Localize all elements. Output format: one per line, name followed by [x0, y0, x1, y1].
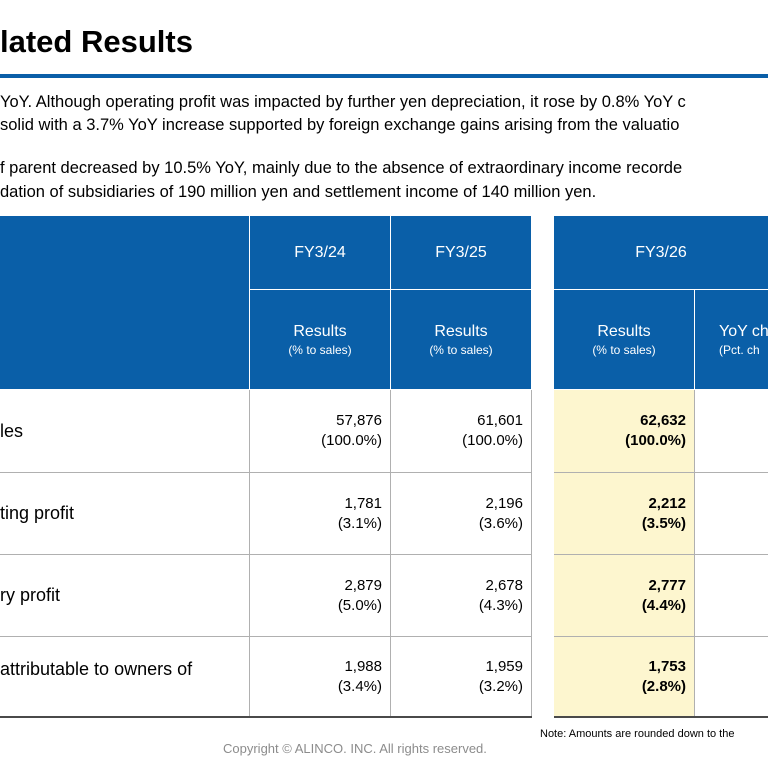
header-label-cell [0, 216, 249, 389]
cell-fy26-net-sales: 62,632 (100.0%) [554, 390, 695, 473]
summary-line-2: solid with a 3.7% YoY increase supported… [0, 116, 680, 134]
value: 1,988 [344, 657, 382, 675]
page-title: lated Results [0, 24, 193, 59]
summary-line-3: f parent decreased by 10.5% YoY, mainly … [0, 159, 683, 177]
value: 62,632 [640, 412, 686, 429]
row-label-ordinary-profit: ry profit [0, 555, 250, 637]
row-label-profit-attributable: attributable to owners of [0, 637, 250, 717]
pct: (3.2%) [478, 677, 523, 695]
cell-yoy-profit-attributable [695, 637, 768, 717]
pct-to-sales-label: (% to sales) [592, 342, 656, 357]
title-underline [0, 74, 768, 78]
header-fy26: FY3/26 [554, 216, 768, 289]
pct: (3.4%) [337, 677, 382, 695]
value: 2,196 [485, 494, 523, 512]
header-fy25: FY3/25 [391, 216, 531, 289]
header-fy26-results: Results (% to sales) [554, 290, 694, 389]
pct: (100.0%) [321, 432, 382, 449]
pct: (2.8%) [641, 677, 686, 695]
results-label: Results [293, 322, 347, 340]
value: 57,876 [336, 412, 382, 429]
cell-yoy-ordinary-profit [695, 555, 768, 637]
cell-fy25-profit-attributable: 1,959 (3.2%) [391, 637, 532, 717]
yoy-change-label: YoY ch [719, 322, 768, 340]
row-label-net-sales: les [0, 390, 250, 473]
pct: (5.0%) [337, 596, 382, 614]
period-fy25: FY3/25 [435, 243, 487, 261]
value: 2,212 [648, 494, 686, 512]
header-fy24: FY3/24 [250, 216, 390, 289]
period-fy24: FY3/24 [294, 243, 346, 261]
pct-change-label: (Pct. ch [719, 342, 760, 357]
cell-fy24-profit-attributable: 1,988 (3.4%) [250, 637, 391, 717]
cell-fy25-ordinary-profit: 2,678 (4.3%) [391, 555, 532, 637]
pct-to-sales-label: (% to sales) [288, 342, 352, 357]
value: 1,753 [648, 657, 686, 675]
pct: (100.0%) [462, 432, 523, 449]
cell-fy24-net-sales: 57,876 (100.0%) [250, 390, 391, 473]
pct: (3.1%) [337, 514, 382, 532]
period-fy26: FY3/26 [635, 243, 687, 261]
summary-line-1: YoY. Although operating profit was impac… [0, 93, 686, 111]
cell-fy24-ordinary-profit: 2,879 (5.0%) [250, 555, 391, 637]
row-label-operating-profit: ting profit [0, 473, 250, 555]
cell-yoy-operating-profit [695, 473, 768, 555]
cell-fy24-operating-profit: 1,781 (3.1%) [250, 473, 391, 555]
results-label: Results [597, 322, 651, 340]
header-fy24-results: Results (% to sales) [250, 290, 390, 389]
header-fy26-yoy: YoY ch (Pct. ch [695, 290, 768, 389]
footnote: Note: Amounts are rounded down to the [540, 728, 735, 740]
table-bottom-rule-left [0, 716, 532, 718]
value: 2,678 [485, 576, 523, 594]
cell-yoy-net-sales [695, 390, 768, 473]
cell-fy25-net-sales: 61,601 (100.0%) [391, 390, 532, 473]
value: 1,959 [485, 657, 523, 675]
copyright: Copyright © ALINCO. INC. All rights rese… [223, 741, 487, 756]
value: 2,879 [344, 576, 382, 594]
cell-fy26-ordinary-profit: 2,777 (4.4%) [554, 555, 695, 637]
cell-fy25-operating-profit: 2,196 (3.6%) [391, 473, 532, 555]
results-label: Results [434, 322, 488, 340]
header-fy25-results: Results (% to sales) [391, 290, 531, 389]
table-bottom-rule-right [554, 716, 768, 718]
summary-line-4: dation of subsidiaries of 190 million ye… [0, 183, 597, 201]
pct: (100.0%) [625, 432, 686, 449]
pct: (4.3%) [478, 596, 523, 614]
pct: (3.6%) [478, 514, 523, 532]
pct: (4.4%) [641, 596, 686, 614]
value: 1,781 [344, 494, 382, 512]
cell-fy26-operating-profit: 2,212 (3.5%) [554, 473, 695, 555]
value: 61,601 [477, 412, 523, 429]
cell-fy26-profit-attributable: 1,753 (2.8%) [554, 637, 695, 717]
pct-to-sales-label: (% to sales) [429, 342, 493, 357]
value: 2,777 [648, 576, 686, 594]
pct: (3.5%) [641, 514, 686, 532]
